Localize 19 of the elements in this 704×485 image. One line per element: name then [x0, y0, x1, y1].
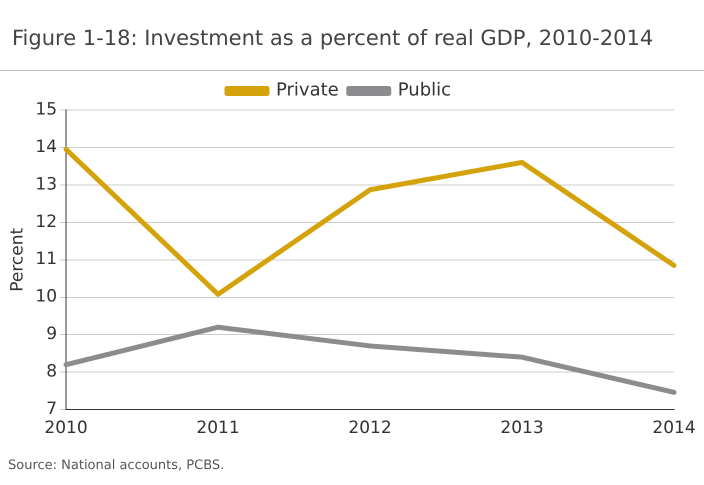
x-tick-label: 2014 [652, 418, 696, 438]
x-tick-label: 2010 [44, 418, 88, 438]
x-tick-label: 2011 [196, 418, 240, 438]
legend-label: Private [276, 80, 339, 101]
y-tick-label: 10 [35, 286, 58, 307]
x-tick-label: 2013 [500, 418, 544, 438]
chart-title: Figure 1-18: Investment as a percent of real GDP, 2010-2014 [12, 26, 654, 50]
y-tick-label: 14 [35, 136, 58, 157]
x-tick-label: 2012 [348, 418, 392, 438]
y-tick-label: 8 [46, 362, 58, 382]
y-tick-label: 12 [35, 212, 58, 232]
y-tick-label: 7 [46, 399, 58, 420]
legend-label: Public [398, 80, 452, 101]
y-tick-label: 9 [46, 324, 58, 344]
y-axis-title: Percent [8, 227, 28, 292]
source-note: Source: National accounts, PCBS. [8, 458, 224, 473]
y-tick-label: 11 [35, 249, 58, 270]
y-tick-label: 13 [35, 174, 58, 194]
y-tick-label: 15 [35, 99, 58, 120]
